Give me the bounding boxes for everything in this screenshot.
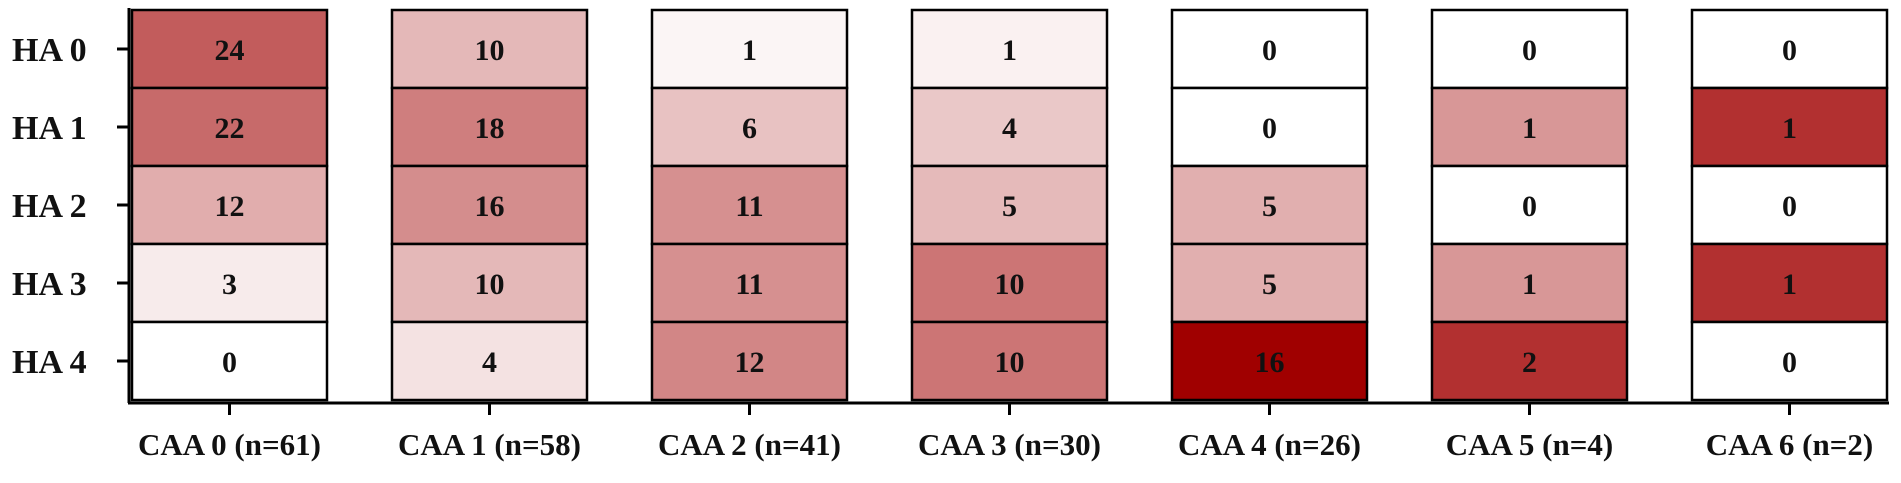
cell-value-label: 5 bbox=[1002, 190, 1017, 223]
heatmap-cell bbox=[130, 320, 329, 402]
heatmap-cell bbox=[650, 320, 849, 402]
cell-value-label: 12 bbox=[215, 190, 245, 223]
y-tick-label: HA 0 bbox=[12, 32, 87, 69]
cell-value-label: 3 bbox=[222, 268, 237, 301]
cell-value-label: 0 bbox=[1782, 346, 1797, 379]
heatmap-cell bbox=[130, 242, 329, 324]
heatmap-cell bbox=[910, 164, 1109, 246]
heatmap-cell bbox=[1690, 86, 1889, 168]
cell-value-label: 16 bbox=[475, 190, 505, 223]
cell-value-label: 2 bbox=[1522, 346, 1537, 379]
heatmap-cell bbox=[1430, 164, 1629, 246]
x-tick-label: CAA 6 (n=2) bbox=[1706, 427, 1874, 462]
heatmap-cell bbox=[1430, 242, 1629, 324]
heatmap-cell bbox=[130, 8, 329, 90]
cell-value-label: 10 bbox=[475, 34, 505, 67]
cell-value-label: 10 bbox=[475, 268, 505, 301]
cell-value-label: 11 bbox=[735, 190, 763, 223]
cell-value-label: 0 bbox=[1522, 34, 1537, 67]
y-tick-label: HA 2 bbox=[12, 188, 87, 225]
x-tick-label: CAA 5 (n=4) bbox=[1446, 427, 1614, 462]
heatmap-cell bbox=[390, 8, 589, 90]
heatmap-cell bbox=[910, 320, 1109, 402]
heatmap-cell bbox=[1430, 8, 1629, 90]
x-tick-label: CAA 2 (n=41) bbox=[658, 427, 841, 462]
cell-value-label: 0 bbox=[1782, 34, 1797, 67]
heatmap-cell bbox=[390, 164, 589, 246]
heatmap-cell bbox=[1170, 86, 1369, 168]
heatmap-cells: 24 10 1 1 0 0 022 18 6 4 0 1 112 16 11 5 5 0 03 10 11 10 5 1 10 4… bbox=[130, 8, 1889, 402]
x-tick-label: CAA 0 (n=61) bbox=[138, 427, 321, 462]
cell-value-label: 10 bbox=[995, 346, 1025, 379]
cell-value-label: 18 bbox=[475, 112, 505, 145]
cell-value-label: 0 bbox=[1262, 34, 1277, 67]
heatmap-cell bbox=[1170, 320, 1369, 402]
heatmap-cell bbox=[130, 86, 329, 168]
cell-value-label: 6 bbox=[742, 112, 757, 145]
cell-value-label: 22 bbox=[215, 112, 245, 145]
cell-value-label: 1 bbox=[742, 34, 757, 67]
cell-value-label: 4 bbox=[482, 346, 497, 379]
heatmap-cell bbox=[390, 320, 589, 402]
cell-value-label: 0 bbox=[1522, 190, 1537, 223]
cell-value-label: 24 bbox=[215, 34, 245, 67]
heatmap-cell bbox=[910, 86, 1109, 168]
cell-value-label: 0 bbox=[1782, 190, 1797, 223]
y-tick-label: HA 1 bbox=[12, 110, 87, 147]
cell-value-label: 4 bbox=[1002, 112, 1017, 145]
heatmap-cell bbox=[1170, 164, 1369, 246]
cell-value-label: 1 bbox=[1782, 268, 1797, 301]
cell-value-label: 1 bbox=[1522, 268, 1537, 301]
heatmap-cell bbox=[1690, 320, 1889, 402]
cell-value-label: 1 bbox=[1782, 112, 1797, 145]
cell-value-label: 11 bbox=[735, 268, 763, 301]
y-tick-label: HA 4 bbox=[12, 344, 87, 381]
heatmap-cell bbox=[650, 86, 849, 168]
heatmap-cell bbox=[650, 242, 849, 324]
x-tick-label: CAA 3 (n=30) bbox=[918, 427, 1101, 462]
cell-value-label: 5 bbox=[1262, 268, 1277, 301]
x-axis: CAA 0 (n=61) CAA 1 (n=58) CAA 2 (n=41) CAA … bbox=[128, 401, 1889, 462]
heatmap-cell bbox=[1690, 164, 1889, 246]
x-tick-label: CAA 1 (n=58) bbox=[398, 427, 581, 462]
y-tick-label: HA 3 bbox=[12, 266, 87, 303]
heatmap-cell bbox=[1690, 242, 1889, 324]
heatmap-cell bbox=[910, 8, 1109, 90]
cell-value-label: 1 bbox=[1522, 112, 1537, 145]
cell-value-label: 1 bbox=[1002, 34, 1017, 67]
y-axis: HA 0 HA 1 HA 2 HA 3 HA 4 bbox=[12, 8, 131, 403]
cell-value-label: 16 bbox=[1255, 346, 1285, 379]
cell-value-label: 0 bbox=[222, 346, 237, 379]
cell-value-label: 10 bbox=[995, 268, 1025, 301]
heatmap-cell bbox=[390, 242, 589, 324]
x-tick-label: CAA 4 (n=26) bbox=[1178, 427, 1361, 462]
cell-value-label: 12 bbox=[735, 346, 765, 379]
heatmap-cell bbox=[1170, 242, 1369, 324]
cell-value-label: 0 bbox=[1262, 112, 1277, 145]
heatmap-cell bbox=[650, 164, 849, 246]
cell-value-label: 5 bbox=[1262, 190, 1277, 223]
heatmap-cell bbox=[1430, 320, 1629, 402]
